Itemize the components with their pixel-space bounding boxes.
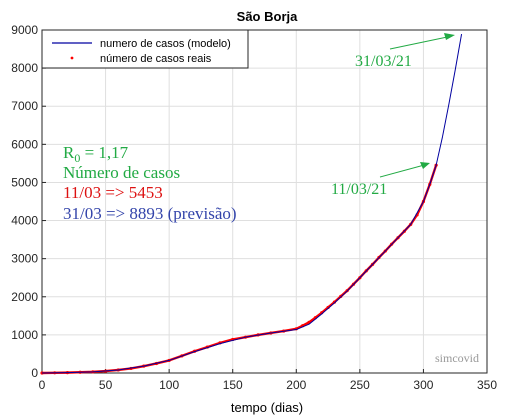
y-tick-label: 0 xyxy=(31,366,38,380)
x-tick-label: 200 xyxy=(286,378,306,392)
x-axis-label: tempo (dias) xyxy=(231,400,303,415)
legend-marker-swatch xyxy=(70,56,74,60)
x-tick-label: 300 xyxy=(413,378,433,392)
series-model-line xyxy=(41,33,463,374)
r0-base: R xyxy=(63,143,75,162)
r0-rest: = 1,17 xyxy=(80,143,128,162)
legend-label-real: número de casos reais xyxy=(100,53,212,65)
date-label-0311: 11/03/21 xyxy=(331,181,387,198)
y-tick-label: 4000 xyxy=(11,214,38,228)
legend-label-model: numero de casos (modelo) xyxy=(100,38,231,50)
x-tick-label: 100 xyxy=(159,378,179,392)
annotations: R0 = 1,17 Número de casos 11/03 => 5453 … xyxy=(63,53,479,365)
annotation-0311: 11/03 => 5453 xyxy=(63,183,163,202)
legend-box xyxy=(41,29,249,69)
y-tick-label: 3000 xyxy=(11,252,38,266)
date-label-3103: 31/03/21 xyxy=(355,53,412,70)
y-tick-label: 6000 xyxy=(11,137,38,151)
y-tick-label: 2000 xyxy=(11,290,38,304)
r0-annotation: R0 = 1,17 xyxy=(63,143,129,165)
x-tick-label: 350 xyxy=(477,378,497,392)
x-tick-label: 50 xyxy=(99,378,113,392)
x-tick-label: 150 xyxy=(223,378,243,392)
y-tick-label: 7000 xyxy=(11,99,38,113)
y-tick-label: 9000 xyxy=(11,23,38,37)
watermark: simcovid xyxy=(435,351,479,365)
plot-frame xyxy=(41,29,488,374)
chart-title: São Borja xyxy=(237,9,298,24)
y-tick-label: 8000 xyxy=(11,61,38,75)
arrows xyxy=(379,33,455,178)
arrow-0311 xyxy=(379,163,429,178)
annotation-3103: 31/03 => 8893 (previsão) xyxy=(63,204,237,223)
arrow-3103 xyxy=(389,35,453,50)
cases-label: Número de casos xyxy=(63,163,180,182)
x-tick-label: 0 xyxy=(39,378,46,392)
arrow-0311-head xyxy=(420,162,430,169)
legend: numero de casos (modelo) número de casos… xyxy=(41,29,249,69)
x-tick-label: 250 xyxy=(350,378,370,392)
arrow-3103-head xyxy=(444,33,455,40)
y-tick-label: 5000 xyxy=(11,175,38,189)
r0-sub: 0 xyxy=(74,151,80,165)
y-tick-label: 1000 xyxy=(11,328,38,342)
